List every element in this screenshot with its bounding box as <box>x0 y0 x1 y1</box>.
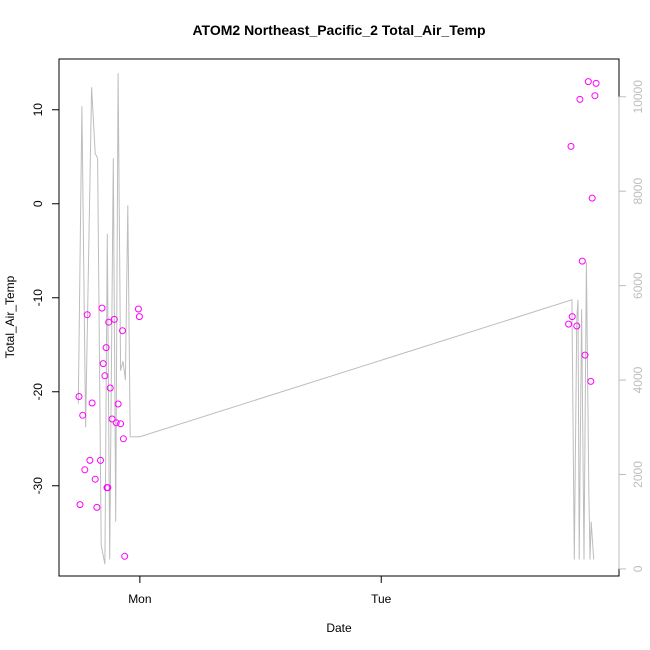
data-point <box>88 399 96 407</box>
y-tick-label-left: 0 <box>31 200 45 207</box>
data-point <box>134 305 142 313</box>
data-point <box>93 503 101 511</box>
data-point <box>86 456 94 464</box>
data-point <box>91 475 99 483</box>
data-point <box>581 351 589 359</box>
y-tick-label-right: 2000 <box>631 461 645 488</box>
y-tick-label-right: 8000 <box>631 178 645 205</box>
chart-title: ATOM2 Northeast_Pacific_2 Total_Air_Temp <box>192 22 485 38</box>
x-tick-label: Mon <box>128 592 151 606</box>
data-point <box>591 92 599 100</box>
data-point <box>121 552 129 560</box>
data-point <box>108 415 116 423</box>
data-point <box>99 360 107 368</box>
x-axis: Mon Tue <box>128 575 392 606</box>
right-axis-line-layer <box>77 73 595 565</box>
data-point <box>119 327 126 335</box>
data-point <box>81 466 89 474</box>
data-point <box>112 419 120 427</box>
points-layer <box>75 78 600 560</box>
data-point <box>114 400 122 408</box>
data-point <box>576 95 584 103</box>
y-tick-label-right: 10000 <box>631 80 645 114</box>
data-point <box>75 393 83 400</box>
data-point <box>97 456 104 464</box>
data-point <box>568 313 576 321</box>
y-tick-label-left: -30 <box>31 477 45 495</box>
data-point <box>565 320 573 328</box>
data-point <box>105 318 113 326</box>
data-point <box>79 411 87 419</box>
y-tick-label-right: 6000 <box>631 272 645 299</box>
series-line <box>77 73 595 565</box>
y-axis-label: Total_Air_Temp <box>3 275 17 358</box>
y-tick-label-left: -10 <box>31 289 45 307</box>
data-point <box>117 420 125 428</box>
data-point <box>76 501 84 509</box>
y-tick-label-right: 4000 <box>631 366 645 393</box>
y-tick-label-right: 0 <box>631 565 645 572</box>
data-point <box>101 372 109 380</box>
data-point <box>567 142 575 150</box>
plot-frame <box>58 58 620 577</box>
data-point <box>83 311 91 319</box>
data-point <box>588 194 596 202</box>
data-point <box>102 344 110 352</box>
data-point <box>104 484 112 492</box>
x-tick-label: Tue <box>371 592 392 606</box>
data-point <box>587 377 595 385</box>
y-axis-left: -30 -20 -10 0 10 <box>31 103 60 495</box>
data-point <box>106 384 114 392</box>
data-point <box>584 78 592 86</box>
x-axis-label: Date <box>326 621 352 635</box>
data-point <box>135 313 143 321</box>
y-axis-right: 0 2000 4000 6000 8000 10000 <box>618 80 645 572</box>
y-tick-label-left: 10 <box>31 103 45 117</box>
data-point <box>578 257 586 265</box>
data-point <box>98 304 106 312</box>
data-point <box>119 435 127 443</box>
data-point <box>110 315 118 323</box>
data-point <box>592 79 600 87</box>
y-tick-label-left: -20 <box>31 383 45 401</box>
data-point <box>573 322 581 330</box>
